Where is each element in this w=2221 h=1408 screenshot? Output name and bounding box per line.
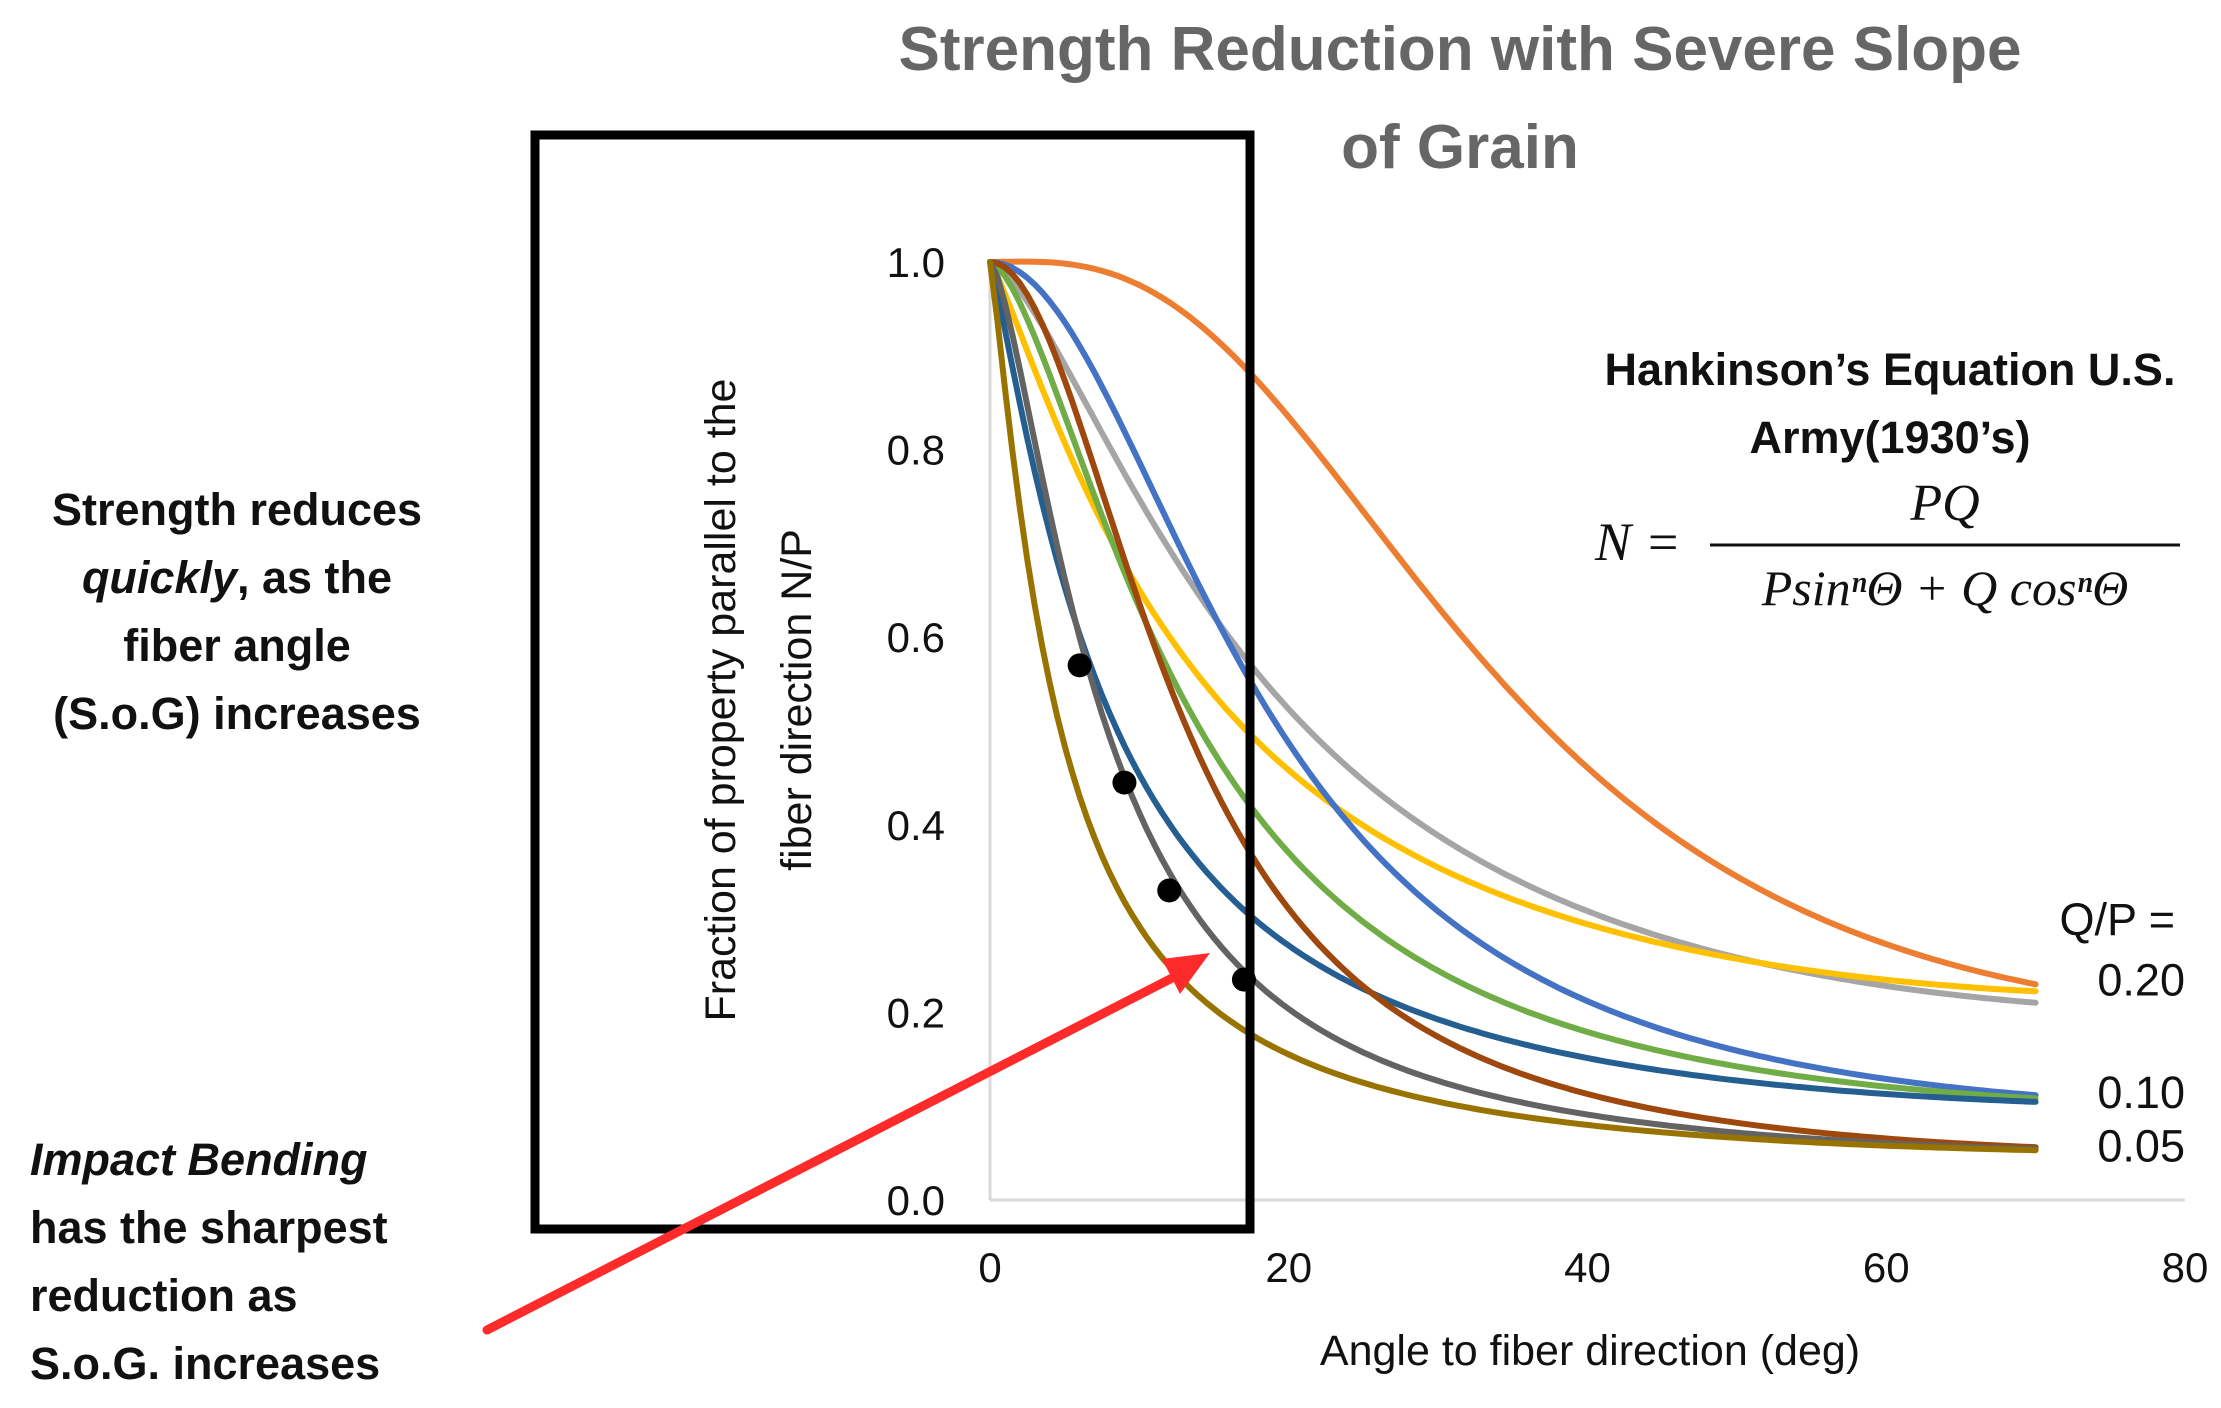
series-line-6 [987, 259, 2039, 1105]
x-tick-label: 40 [1564, 1244, 1611, 1291]
series-line-5 [987, 259, 2039, 1102]
series-line-3 [987, 259, 2039, 995]
tick-labels: 0 20 40 60 80 0.0 0.2 0.4 0.6 0.8 1.0 [887, 239, 2209, 1291]
impact-annotation: Impact Bending has the sharpest reductio… [30, 1134, 388, 1389]
y-tick-label: 0.4 [887, 802, 945, 849]
series-layer [987, 258, 2039, 1154]
left-annotation-line-2: quickly, as the [82, 552, 392, 603]
series-line-4 [987, 259, 2039, 1099]
series-line-7 [987, 259, 2039, 1151]
y-tick-label: 0.2 [887, 989, 945, 1036]
y-axis-title-line-1: Fraction of property parallel to the [697, 379, 745, 1022]
data-point-marker-1 [1067, 653, 1092, 678]
left-annotation-line-1: Strength reduces [52, 484, 422, 535]
impact-annotation-line-4: S.o.G. increases [30, 1338, 380, 1389]
qp-group-labels: 0.20 0.100.05 [2097, 955, 2185, 1172]
series-line-2 [987, 259, 2039, 1006]
x-tick-label: 20 [1265, 1244, 1312, 1291]
qp-label: Q/P = [2060, 894, 2176, 945]
series-line-9 [987, 259, 2039, 1154]
y-tick-label: 0.8 [887, 427, 945, 474]
hankinson-equation: Hankinson’s Equation U.S. Army(1930’s) N… [1594, 344, 2180, 616]
series-line-1 [987, 258, 2039, 988]
hankinson-title-line-2: Army(1930’s) [1750, 412, 2031, 463]
y-tick-label: 0.0 [887, 1177, 945, 1224]
impact-annotation-line-3: reduction as [30, 1270, 298, 1321]
data-point-marker-3 [1157, 878, 1182, 903]
x-axis-title: Angle to fiber direction (deg) [1320, 1327, 1860, 1375]
y-tick-label: 0.6 [887, 614, 945, 661]
data-point-marker-2 [1112, 770, 1137, 795]
impact-annotation-line-1: Impact Bending [30, 1134, 368, 1185]
x-tick-label: 60 [1863, 1244, 1910, 1291]
chart-title-line-1: Strength Reduction with Severe Slope [898, 15, 2021, 84]
left-annotation: Strength reduces quickly, as the fiber a… [52, 484, 422, 739]
series-line-8 [987, 259, 2039, 1153]
x-tick-label: 0 [978, 1244, 1001, 1291]
red-arrow [482, 953, 1210, 1335]
marker-layer [1067, 653, 1256, 992]
qp-group-label: 0.05 [2097, 1121, 2185, 1172]
left-annotation-line-3: fiber angle [123, 620, 351, 671]
y-axis-title: Fraction of property parallel to the fib… [697, 379, 821, 1022]
hankinson-title-line-1: Hankinson’s Equation U.S. [1605, 344, 2176, 395]
chart-title-line-2: of Grain [1341, 113, 1579, 182]
x-tick-label: 80 [2162, 1244, 2209, 1291]
formula-numerator: PQ [1909, 475, 1979, 532]
formula-lhs: N = [1594, 512, 1681, 572]
y-tick-label: 1.0 [887, 239, 945, 286]
left-annotation-suffix: , as the [237, 552, 392, 603]
qp-group-label: 0.20 [2097, 955, 2185, 1006]
highlight-box [530, 130, 1255, 1234]
y-axis-title-line-2: fiber direction N/P [773, 529, 821, 871]
qp-group-label: 0.10 [2097, 1067, 2185, 1118]
impact-annotation-line-2: has the sharpest [30, 1202, 388, 1253]
left-annotation-line-4: (S.o.G) increases [53, 688, 421, 739]
formula-denominator: PsinⁿΘ + Q cosⁿΘ [1761, 560, 2129, 616]
left-annotation-quickly: quickly [82, 552, 239, 603]
